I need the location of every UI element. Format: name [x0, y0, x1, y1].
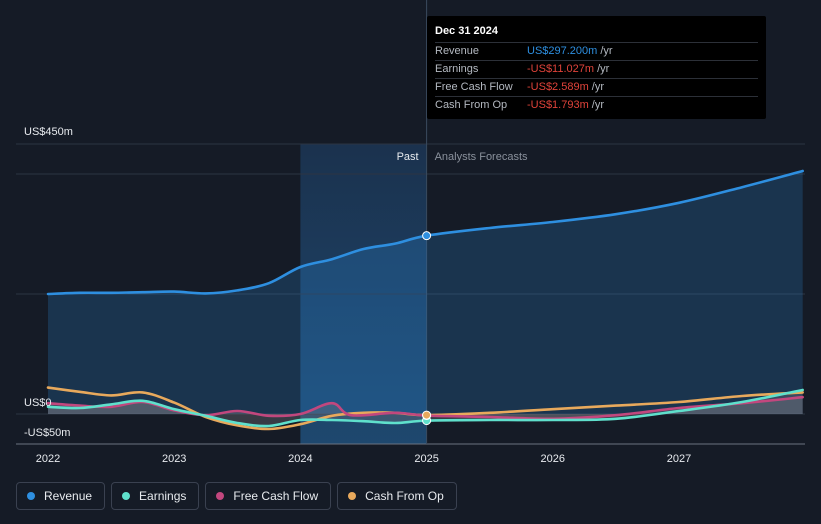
tooltip-row-value: -US$11.027m [527, 63, 595, 75]
tooltip-row-value: US$297.200m [527, 45, 598, 57]
legend-dot-icon [27, 492, 35, 500]
hover-point [422, 231, 432, 241]
x-tick-label: 2027 [667, 453, 691, 465]
legend-dot-icon [216, 492, 225, 500]
tooltip: Dec 31 2024 Revenue US$297.200m /yr Earn… [427, 16, 766, 119]
legend: Revenue Earnings Free Cash Flow Cash Fro… [16, 482, 457, 510]
series-area [48, 390, 803, 427]
y-tick-label: US$450m [24, 126, 73, 138]
tooltip-row-unit: /yr [597, 63, 610, 75]
series-line [46, 388, 804, 428]
tooltip-row-revenue: Revenue US$297.200m /yr [435, 42, 758, 60]
legend-dot-icon [122, 492, 131, 500]
y-tick-label: -US$50m [24, 427, 70, 439]
tooltip-row-cash-from-op: Cash From Op -US$1.793m /yr [435, 96, 758, 114]
tooltip-row-label: Revenue [435, 45, 480, 57]
legend-item-revenue[interactable]: Revenue [16, 482, 106, 510]
legend-item-cash-from-op[interactable]: Cash From Op [337, 482, 457, 510]
tooltip-row-earnings: Earnings -US$11.027m /yr [435, 60, 758, 78]
series-areas [48, 171, 803, 427]
hover-markers [422, 231, 432, 426]
tooltip-row-label: Free Cash Flow [435, 81, 513, 93]
tooltip-row-value: -US$1.793m [527, 99, 589, 111]
legend-item-free-cash-flow[interactable]: Free Cash Flow [205, 482, 332, 510]
legend-label: Free Cash Flow [233, 489, 319, 503]
series-area [48, 171, 803, 414]
series-area [48, 397, 803, 419]
x-tick-label: 2023 [162, 453, 186, 465]
series-lines [46, 169, 804, 431]
tooltip-row-unit: /yr [600, 45, 613, 57]
legend-label: Earnings [139, 489, 187, 503]
x-tick-label: 2022 [36, 453, 60, 465]
legend-dot-icon [348, 492, 357, 500]
y-tick-label: US$0 [24, 397, 52, 409]
legend-item-earnings[interactable]: Earnings [111, 482, 200, 510]
legend-label: Revenue [44, 489, 93, 503]
series-line [46, 169, 804, 296]
x-tick-label: 2025 [414, 453, 438, 465]
legend-label: Cash From Op [365, 489, 444, 503]
tooltip-row-free-cash-flow: Free Cash Flow -US$2.589m /yr [435, 78, 758, 96]
tooltip-row-label: Cash From Op [435, 99, 508, 111]
tooltip-date: Dec 31 2024 [435, 25, 498, 37]
x-tick-label: 2026 [541, 453, 565, 465]
past-label: Past [397, 151, 419, 163]
x-tick-label: 2024 [288, 453, 312, 465]
tooltip-row-label: Earnings [435, 63, 479, 75]
tooltip-row-value: -US$2.589m [527, 81, 589, 93]
tooltip-row-unit: /yr [591, 81, 604, 93]
series-line [46, 386, 804, 431]
forecast-label: Analysts Forecasts [435, 151, 528, 163]
hover-point [422, 410, 432, 420]
tooltip-row-unit: /yr [591, 99, 604, 111]
axis-labels: US$450m US$0 -US$50m 2022 2023 2024 2025 2026 20… [24, 126, 691, 465]
